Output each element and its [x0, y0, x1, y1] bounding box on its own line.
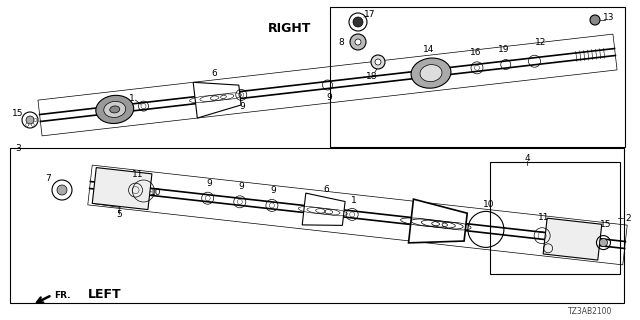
Text: 1: 1 — [129, 94, 134, 103]
Text: 8: 8 — [339, 37, 344, 46]
Polygon shape — [193, 82, 241, 118]
Polygon shape — [543, 218, 602, 260]
Bar — [330, 7, 625, 147]
Text: 15: 15 — [12, 108, 24, 117]
Circle shape — [355, 39, 361, 45]
Text: 5: 5 — [116, 210, 122, 219]
Text: RIGHT: RIGHT — [268, 21, 312, 35]
Circle shape — [57, 185, 67, 195]
Text: 4: 4 — [524, 154, 530, 163]
Text: 19: 19 — [499, 45, 510, 54]
Polygon shape — [302, 193, 345, 225]
Ellipse shape — [110, 106, 120, 113]
Circle shape — [31, 123, 35, 126]
Polygon shape — [408, 199, 467, 243]
Circle shape — [371, 55, 385, 69]
Text: TZ3AB2100: TZ3AB2100 — [568, 308, 612, 316]
Circle shape — [353, 17, 363, 27]
Text: 6: 6 — [211, 69, 217, 78]
Text: 17: 17 — [364, 10, 376, 19]
Text: 7: 7 — [45, 173, 51, 182]
Text: 2: 2 — [625, 213, 631, 222]
Text: 1: 1 — [351, 196, 356, 205]
Text: FR.: FR. — [54, 291, 70, 300]
Text: 16: 16 — [470, 48, 481, 57]
Text: 14: 14 — [422, 45, 434, 54]
Text: LEFT: LEFT — [88, 289, 122, 301]
Circle shape — [375, 59, 381, 65]
Text: 13: 13 — [604, 12, 615, 21]
Circle shape — [26, 123, 29, 126]
Text: 10: 10 — [483, 200, 495, 209]
Text: 18: 18 — [366, 71, 378, 81]
Circle shape — [590, 15, 600, 25]
Text: 12: 12 — [534, 38, 546, 47]
Circle shape — [26, 116, 34, 124]
Ellipse shape — [104, 101, 125, 117]
Ellipse shape — [96, 95, 134, 124]
Text: 10: 10 — [150, 188, 161, 197]
Text: 9: 9 — [271, 186, 276, 195]
Text: 9: 9 — [207, 179, 212, 188]
Ellipse shape — [411, 58, 451, 88]
Text: 9: 9 — [326, 93, 332, 102]
Text: 11: 11 — [132, 170, 143, 179]
Bar — [490, 162, 620, 274]
Bar — [10, 148, 624, 303]
Text: 9: 9 — [239, 182, 244, 191]
Circle shape — [350, 34, 366, 50]
Text: 6: 6 — [323, 185, 329, 194]
Text: 15: 15 — [600, 220, 611, 229]
Circle shape — [600, 239, 607, 247]
Polygon shape — [92, 168, 152, 210]
Text: 9: 9 — [240, 102, 246, 111]
Text: 11: 11 — [538, 213, 550, 222]
Text: 3: 3 — [15, 143, 21, 153]
Circle shape — [34, 118, 37, 122]
Ellipse shape — [420, 65, 442, 82]
